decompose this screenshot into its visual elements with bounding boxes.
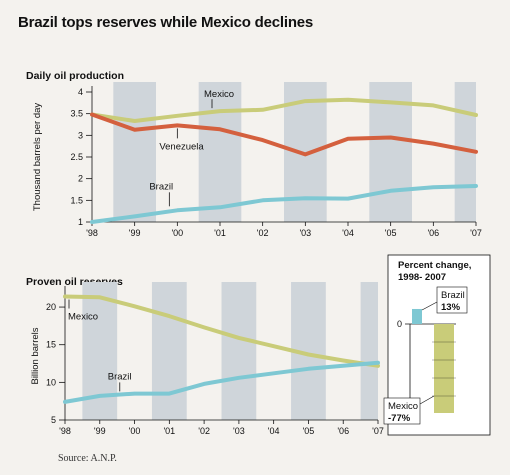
bar-value-brazil: 13% [441, 302, 461, 313]
x-tick-label: '99 [129, 228, 141, 238]
y-tick-label: 10 [46, 377, 56, 387]
percent-change-title: 1998- 2007 [398, 272, 446, 283]
y-tick-label: 2.5 [70, 152, 83, 162]
series-line-venezuela [90, 112, 478, 157]
y-tick-label: 3 [78, 130, 83, 140]
bar-value-mexico: -77% [388, 413, 411, 424]
x-tick-label: '07 [372, 426, 384, 436]
bar-zero-label: 0 [397, 319, 402, 329]
series-line-mexico [63, 294, 380, 368]
x-tick-label: '06 [337, 426, 349, 436]
series-label-mexico: Mexico [68, 312, 98, 323]
x-tick-label: '02 [257, 228, 269, 238]
source-note: Source: A.N.P. [58, 453, 117, 464]
bar-label-mexico: Mexico [388, 401, 418, 412]
y-axis-label: Thousand barrels per day [32, 103, 43, 212]
y-tick-label: 20 [46, 302, 56, 312]
y-tick-label: 1 [78, 217, 83, 227]
x-tick-label: '05 [303, 426, 315, 436]
x-tick-label: '01 [163, 426, 175, 436]
leader-line [421, 301, 438, 311]
y-tick-label: 15 [46, 340, 56, 350]
y-tick-label: 2 [78, 174, 83, 184]
y-tick-label: 1.5 [70, 195, 83, 205]
y-tick-label: 3.5 [70, 109, 83, 119]
shaded-band-01 [151, 282, 187, 420]
x-tick-label: '03 [233, 426, 245, 436]
series-line-brazil [90, 184, 478, 224]
x-tick-label: '03 [299, 228, 311, 238]
x-tick-label: '98 [86, 228, 98, 238]
series-line-mexico [90, 97, 478, 123]
shaded-band-99 [113, 82, 156, 222]
series-label-brazil: Brazil [108, 371, 132, 382]
x-tick-label: '06 [427, 228, 439, 238]
brazil-label-box [436, 286, 468, 314]
x-tick-label: '04 [268, 426, 280, 436]
series-label-brazil: Brazil [149, 181, 173, 192]
series-label-venezuela: Venezuela [159, 141, 204, 152]
bar-brazil [412, 308, 422, 324]
chart-title: Brazil tops reserves while Mexico declin… [18, 14, 314, 31]
x-tick-label: '07 [470, 228, 482, 238]
y-tick-label: 5 [51, 415, 56, 425]
x-tick-label: '00 [171, 228, 183, 238]
percent-change-title: Percent change, [398, 260, 471, 271]
x-tick-label: '04 [342, 228, 354, 238]
x-tick-label: '01 [214, 228, 226, 238]
x-tick-label: '98 [59, 426, 71, 436]
y-tick-label: 4 [78, 87, 83, 97]
x-tick-label: '05 [385, 228, 397, 238]
x-tick-label: '00 [129, 426, 141, 436]
x-tick-label: '02 [198, 426, 210, 436]
series-label-mexico: Mexico [204, 89, 234, 100]
production-chart-title: Daily oil production [26, 70, 125, 82]
leader-line [419, 395, 435, 405]
mexico-label-box [383, 397, 421, 425]
x-tick-label: '99 [94, 426, 106, 436]
shaded-band-07 [360, 282, 378, 420]
series-line-brazil [63, 360, 380, 404]
shaded-band-03 [221, 282, 257, 420]
shaded-band-01 [198, 82, 242, 222]
bar-mexico [434, 324, 454, 413]
bar-label-brazil: Brazil [441, 290, 465, 301]
y-axis-label: Billion barrels [30, 327, 41, 384]
